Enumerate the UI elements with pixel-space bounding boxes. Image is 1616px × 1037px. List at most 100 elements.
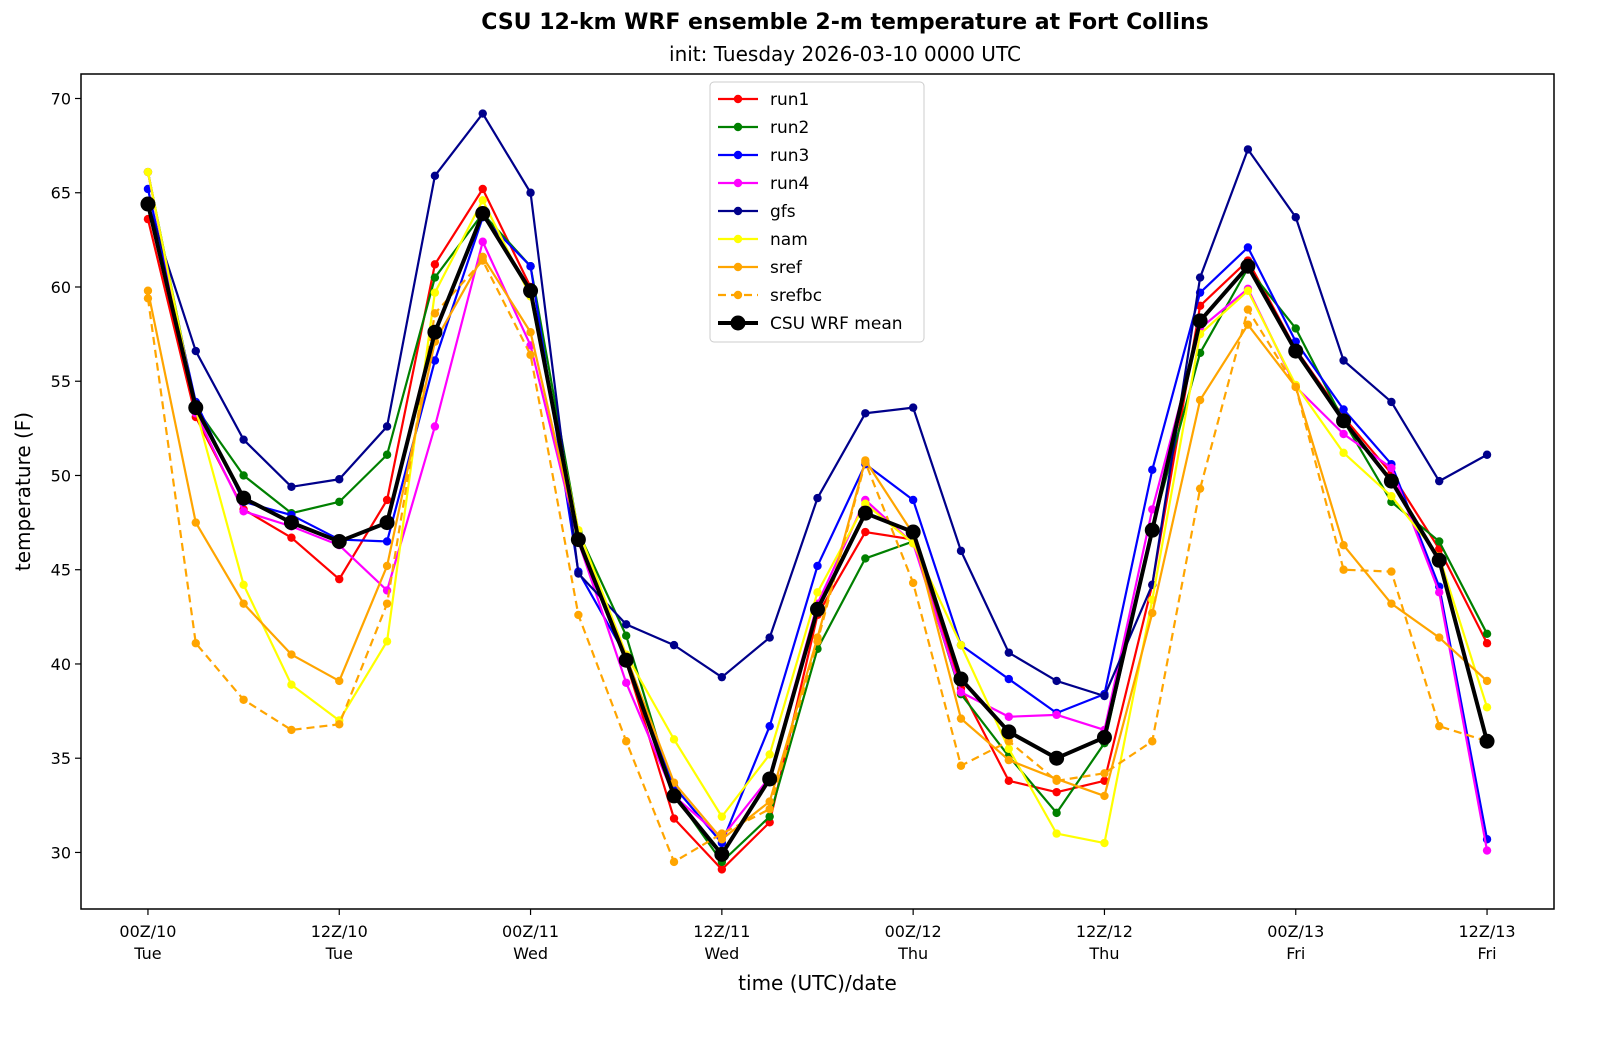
data-point xyxy=(1052,676,1061,686)
data-point xyxy=(1482,846,1492,855)
data-point xyxy=(813,588,822,597)
legend-item: run2 xyxy=(718,118,809,138)
data-point xyxy=(1004,755,1013,765)
data-point xyxy=(478,256,487,265)
data-point xyxy=(1100,691,1109,701)
legend-marker xyxy=(733,290,743,300)
data-point xyxy=(335,720,344,729)
data-point xyxy=(239,435,248,444)
data-point xyxy=(143,286,153,295)
data-point xyxy=(382,637,392,646)
data-point xyxy=(1004,744,1013,753)
y-tick-label: 40 xyxy=(51,655,71,674)
data-point xyxy=(813,493,822,503)
x-tick-label-time: 12Z/10 xyxy=(311,922,368,941)
data-point xyxy=(526,262,535,271)
data-point xyxy=(669,814,679,823)
series-line xyxy=(146,255,1488,841)
data-point xyxy=(1052,808,1061,818)
x-tick-label-day: Fri xyxy=(1286,944,1305,963)
data-point xyxy=(191,639,200,648)
y-tick-label: 60 xyxy=(51,278,71,297)
legend-item: sref xyxy=(718,258,803,278)
data-point xyxy=(1004,648,1013,657)
series-layer xyxy=(140,109,1495,874)
data-point xyxy=(287,725,296,735)
data-point xyxy=(810,601,825,617)
x-tick-label-day: Wed xyxy=(704,944,739,963)
data-point xyxy=(475,205,491,221)
data-point xyxy=(430,422,440,431)
data-point xyxy=(1004,737,1013,746)
legend-item: nam xyxy=(718,230,808,250)
data-point xyxy=(1052,787,1061,797)
data-point xyxy=(1100,776,1109,786)
data-point xyxy=(1240,258,1256,274)
legend-marker xyxy=(733,122,743,132)
data-point xyxy=(287,482,296,491)
data-point xyxy=(813,637,822,646)
legend-marker xyxy=(733,178,743,188)
data-point xyxy=(239,507,248,516)
data-point xyxy=(1243,243,1253,252)
data-point xyxy=(1291,213,1300,222)
data-point xyxy=(430,260,440,269)
data-point xyxy=(1288,343,1304,359)
data-point xyxy=(382,450,392,459)
data-point xyxy=(526,350,535,360)
data-point xyxy=(765,750,774,759)
x-tick-label-day: Thu xyxy=(897,944,928,963)
data-point xyxy=(331,533,347,549)
data-point xyxy=(857,505,873,521)
x-tick-label-day: Wed xyxy=(513,944,548,963)
data-point xyxy=(143,294,153,303)
data-point xyxy=(1435,721,1444,731)
legend-item: srefbc xyxy=(718,286,822,306)
data-point xyxy=(1100,838,1109,848)
data-point xyxy=(1339,565,1348,574)
data-point xyxy=(1100,791,1109,801)
data-point xyxy=(717,672,727,682)
legend-item: run4 xyxy=(718,174,809,194)
data-point xyxy=(570,532,586,548)
data-point xyxy=(1049,750,1065,766)
data-point xyxy=(714,846,730,862)
data-point xyxy=(1148,505,1157,514)
data-point xyxy=(382,599,392,608)
data-point xyxy=(478,196,487,205)
data-point xyxy=(1479,733,1495,749)
data-point xyxy=(1387,492,1396,501)
data-point xyxy=(1096,729,1112,745)
data-point xyxy=(1004,712,1013,721)
data-point xyxy=(1339,429,1348,439)
data-point xyxy=(1339,448,1348,458)
data-point xyxy=(1387,567,1396,576)
legend: run1 run2 run3 run4 gfs nam sref srefbc CSU WRF … xyxy=(709,81,925,343)
x-tick-label-day: Tue xyxy=(325,944,353,963)
data-point xyxy=(143,167,153,177)
data-point xyxy=(236,490,252,506)
data-point xyxy=(335,574,344,584)
legend-item: run1 xyxy=(718,90,809,110)
data-point xyxy=(908,495,918,505)
data-point xyxy=(1383,473,1399,489)
data-point xyxy=(905,524,921,540)
data-point xyxy=(430,273,440,282)
data-point xyxy=(382,537,392,546)
data-point xyxy=(669,640,679,650)
data-point xyxy=(622,678,631,688)
data-point xyxy=(953,671,969,687)
series-nam xyxy=(143,167,1492,848)
data-point xyxy=(1482,639,1492,648)
legend-label: sref xyxy=(770,258,803,278)
x-tick-label-day: Fri xyxy=(1478,944,1497,963)
legend-label: nam xyxy=(770,230,808,250)
data-point xyxy=(1482,703,1492,712)
data-point xyxy=(861,527,870,537)
data-point xyxy=(1435,537,1444,546)
chart-subtitle: init: Tuesday 2026-03-10 0000 UTC xyxy=(669,42,1021,66)
legend-label: srefbc xyxy=(770,286,822,306)
legend-marker xyxy=(730,315,746,331)
y-tick-label: 35 xyxy=(51,749,71,768)
legend-box xyxy=(709,81,925,343)
